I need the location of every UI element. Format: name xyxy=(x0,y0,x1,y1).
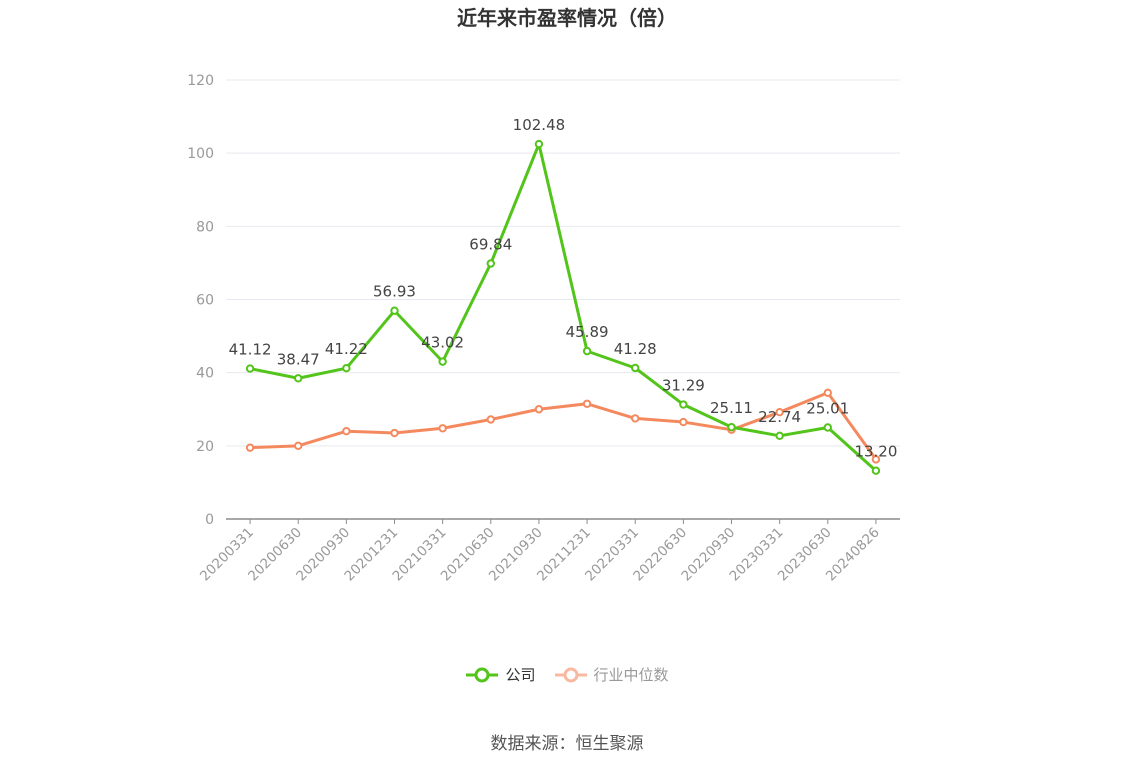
legend-company-label: 公司 xyxy=(505,666,536,684)
industry-data-point xyxy=(631,414,640,423)
company-data-point xyxy=(582,346,592,356)
industry-data-point xyxy=(871,455,881,464)
company-data-label: 41.28 xyxy=(614,340,657,358)
company-data-point xyxy=(390,306,399,315)
company-data-label: 43.02 xyxy=(421,334,464,352)
company-data-label: 22.74 xyxy=(758,408,801,426)
company-data-point xyxy=(679,400,688,409)
company-data-point xyxy=(727,422,736,432)
industry-data-point xyxy=(245,443,255,452)
y-tick-label: 0 xyxy=(205,512,214,528)
company-data-point xyxy=(294,374,303,383)
industry-data-point xyxy=(679,417,688,427)
company-data-point xyxy=(871,466,881,475)
series-layer xyxy=(245,139,881,475)
y-tick-label: 120 xyxy=(187,73,214,89)
industry-data-point xyxy=(534,405,544,414)
company-data-point xyxy=(342,364,351,373)
industry-data-point xyxy=(775,407,784,417)
industry-data-point xyxy=(342,427,351,436)
company-data-label: 41.12 xyxy=(229,341,272,359)
axis-layer: 0204060801001202020033120200630202009302… xyxy=(187,73,900,584)
industry-series-line xyxy=(248,391,878,461)
company-data-label: 69.84 xyxy=(469,236,512,254)
y-tick-label: 80 xyxy=(196,219,214,235)
industry-data-point xyxy=(823,388,832,397)
company-data-point xyxy=(631,363,640,373)
label-layer: 41.12 38.47 41.22 56.93 43.02 69.84 102.48 45.8… xyxy=(229,116,898,461)
legend: 公司 行业中位数 xyxy=(0,664,1134,685)
company-data-label: 41.22 xyxy=(325,340,368,358)
company-series-line xyxy=(248,142,878,473)
company-data-label: 45.89 xyxy=(566,323,609,341)
industry-data-point xyxy=(486,415,495,424)
industry-data-point xyxy=(390,428,399,438)
y-tick-label: 40 xyxy=(196,366,214,382)
company-data-label: 38.47 xyxy=(277,350,320,368)
y-tick-label: 20 xyxy=(196,439,214,455)
legend-industry-label: 行业中位数 xyxy=(593,666,669,684)
company-data-label: 56.93 xyxy=(373,283,416,301)
company-data-label: 13.20 xyxy=(854,443,897,461)
company-data-point xyxy=(438,357,447,366)
legend-industry-icon xyxy=(554,667,587,682)
company-data-label: 25.01 xyxy=(806,400,849,418)
company-data-point xyxy=(245,364,255,373)
legend-company-icon xyxy=(466,667,499,682)
grid-layer xyxy=(226,79,900,447)
industry-data-point xyxy=(438,424,447,433)
industry-data-point xyxy=(294,441,303,451)
company-data-point xyxy=(486,259,495,268)
source-note: 数据来源：恒生聚源 xyxy=(490,734,644,754)
company-data-label: 31.29 xyxy=(662,377,705,395)
legend-item-company[interactable]: 公司 xyxy=(465,664,536,685)
company-data-label: 25.11 xyxy=(710,399,753,417)
industry-data-point xyxy=(582,399,592,408)
line-chart: 0204060801001202020033120200630202009302… xyxy=(187,73,900,584)
company-data-point xyxy=(534,139,544,149)
y-tick-label: 100 xyxy=(187,146,214,162)
chart-title: 近年来市盈率情况（倍） xyxy=(457,6,677,30)
company-data-point xyxy=(775,431,784,441)
legend-item-industry[interactable]: 行业中位数 xyxy=(554,664,669,685)
company-data-label: 102.48 xyxy=(513,116,566,134)
company-data-point xyxy=(823,423,832,432)
y-tick-label: 60 xyxy=(196,293,214,309)
